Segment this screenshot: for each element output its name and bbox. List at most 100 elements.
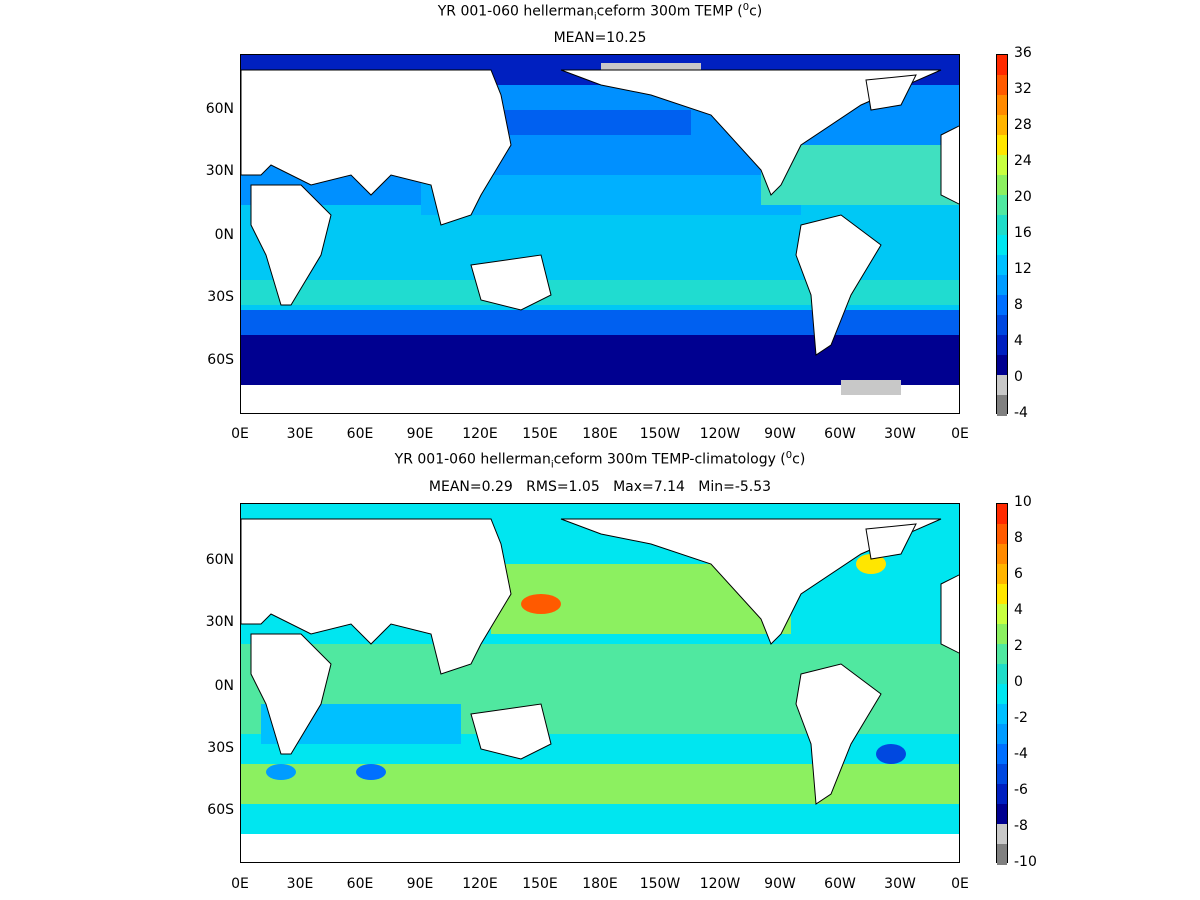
lat-label: 30N: [205, 163, 234, 179]
panel-title: YR 001-060 hellermaniceform 300m TEMP (0…: [437, 2, 763, 23]
colorbar-label: 20: [1014, 189, 1032, 205]
colorbar-segment: [997, 395, 1007, 416]
eurasia-land: [241, 518, 512, 675]
lon-label: 120W: [699, 426, 741, 442]
colorbar-label: 0: [1014, 369, 1023, 385]
anomaly-hotspot: [856, 554, 886, 574]
lon-label: 90W: [764, 426, 796, 442]
colorbar-segment: [997, 524, 1007, 545]
anomaly-hotspot: [521, 594, 561, 614]
colorbar-segment: [997, 764, 1007, 785]
colorbar-segment: [997, 375, 1007, 396]
south-america-land: [795, 663, 882, 805]
lon-label: 150E: [522, 876, 558, 892]
lon-label: 90E: [406, 426, 434, 442]
colorbar-segment: [997, 624, 1007, 645]
colorbar-segment: [997, 504, 1007, 525]
colorbar-segment: [997, 804, 1007, 825]
lon-label: 90W: [764, 876, 796, 892]
lon-label: 150W: [639, 876, 681, 892]
anomaly-coldspot: [356, 764, 386, 780]
anomaly-coldspot: [876, 744, 906, 764]
ocean-band: [241, 335, 959, 385]
colorbar-label: 8: [1014, 530, 1023, 546]
lat-label: 60N: [205, 101, 234, 117]
colorbar-label: 10: [1014, 494, 1032, 510]
colorbar-segment: [997, 664, 1007, 685]
colorbar-label: -4: [1014, 746, 1028, 762]
colorbar-segment: [997, 75, 1007, 96]
greenland-land: [865, 523, 917, 560]
colorbar-label: -2: [1014, 710, 1028, 726]
colorbar-segment: [997, 684, 1007, 705]
lon-label: 30E: [286, 426, 314, 442]
colorbar-segment: [997, 544, 1007, 565]
colorbar-label: -6: [1014, 782, 1028, 798]
colorbar-segment: [997, 784, 1007, 805]
colorbar-label: -4: [1014, 405, 1028, 421]
lon-label: 90E: [406, 876, 434, 892]
colorbar-segment: [997, 355, 1007, 376]
colorbar-segment: [997, 584, 1007, 605]
ocean-band: [241, 764, 959, 804]
colorbar-segment: [997, 295, 1007, 316]
colorbar-label: 28: [1014, 117, 1032, 133]
lat-label: 0N: [214, 227, 234, 243]
colorbar-segment: [997, 744, 1007, 765]
colorbar-segment: [997, 255, 1007, 276]
lon-label: 120E: [462, 426, 498, 442]
colorbar-segment: [997, 315, 1007, 336]
lon-label: 0E: [231, 876, 249, 892]
south-america-land: [795, 214, 882, 356]
lat-label: 60S: [207, 352, 234, 368]
ocean-band: [241, 310, 959, 335]
lat-label: 30S: [207, 289, 234, 305]
map-anomaly: [240, 503, 960, 863]
colorbar-label: 12: [1014, 261, 1032, 277]
colorbar-segment: [997, 604, 1007, 625]
colorbar-segment: [997, 175, 1007, 196]
lon-label: 120E: [462, 876, 498, 892]
colorbar-label: 32: [1014, 81, 1032, 97]
map-svg: [241, 504, 959, 862]
colorbar-label: 2: [1014, 638, 1023, 654]
europe-edge-land: [940, 125, 959, 205]
colorbar-label: 8: [1014, 297, 1023, 313]
colorbar-segment: [997, 155, 1007, 176]
lon-label: 0E: [231, 426, 249, 442]
lon-label: 60E: [346, 426, 374, 442]
colorbar-segment: [997, 335, 1007, 356]
colorbar-segment: [997, 215, 1007, 236]
colorbar-segment: [997, 844, 1007, 865]
lon-label: 30E: [286, 876, 314, 892]
panel-subtitle: MEAN=10.25: [553, 30, 647, 46]
colorbar-segment: [997, 704, 1007, 725]
ocean-band: [491, 110, 691, 135]
ice-region: [841, 380, 901, 395]
colorbar: [996, 54, 1008, 416]
colorbar-label: -10: [1014, 854, 1037, 870]
lon-label: 30W: [884, 426, 916, 442]
colorbar-label: 4: [1014, 333, 1023, 349]
eurasia-land: [241, 69, 512, 226]
colorbar-segment: [997, 55, 1007, 76]
lat-label: 60S: [207, 802, 234, 818]
africa-land: [250, 184, 332, 306]
lon-label: 60W: [824, 876, 856, 892]
lon-label: 60E: [346, 876, 374, 892]
lon-label: 180E: [582, 876, 618, 892]
lon-label: 0E: [951, 876, 969, 892]
lon-label: 0E: [951, 426, 969, 442]
colorbar-segment: [997, 564, 1007, 585]
lon-label: 180E: [582, 426, 618, 442]
colorbar-label: 0: [1014, 674, 1023, 690]
map-temperature: [240, 54, 960, 414]
lat-label: 60N: [205, 552, 234, 568]
anomaly-coldspot: [266, 764, 296, 780]
colorbar: [996, 503, 1008, 865]
antarctica: [241, 385, 959, 413]
greenland-land: [865, 74, 917, 111]
africa-land: [250, 633, 332, 755]
colorbar-segment: [997, 115, 1007, 136]
colorbar-label: -8: [1014, 818, 1028, 834]
